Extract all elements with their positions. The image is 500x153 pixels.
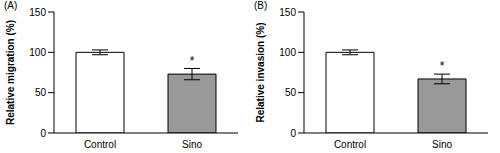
svg-text:Relative migration (%): Relative migration (%) — [8, 20, 16, 125]
svg-text:*: * — [440, 59, 445, 73]
svg-text:50: 50 — [285, 87, 297, 98]
svg-text:150: 150 — [279, 7, 296, 18]
html-text:(A): (A) — [4, 0, 18, 11]
svg-text:150: 150 — [29, 7, 46, 18]
svg-text:Control: Control — [84, 139, 116, 150]
svg-text:Relative invasion (%): Relative invasion (%) — [255, 22, 266, 122]
svg-text:*: * — [190, 54, 195, 68]
svg-text:Sino: Sino — [182, 139, 202, 150]
svg-text:0: 0 — [290, 128, 296, 139]
svg-text:50: 50 — [35, 87, 47, 98]
svg-text:Control: Control — [334, 139, 366, 150]
svg-text:0: 0 — [40, 128, 46, 139]
svg-text:Sino: Sino — [432, 139, 452, 150]
html-text:(B): (B) — [254, 0, 268, 11]
svg-text:100: 100 — [279, 47, 296, 58]
svg-text:100: 100 — [29, 47, 46, 58]
